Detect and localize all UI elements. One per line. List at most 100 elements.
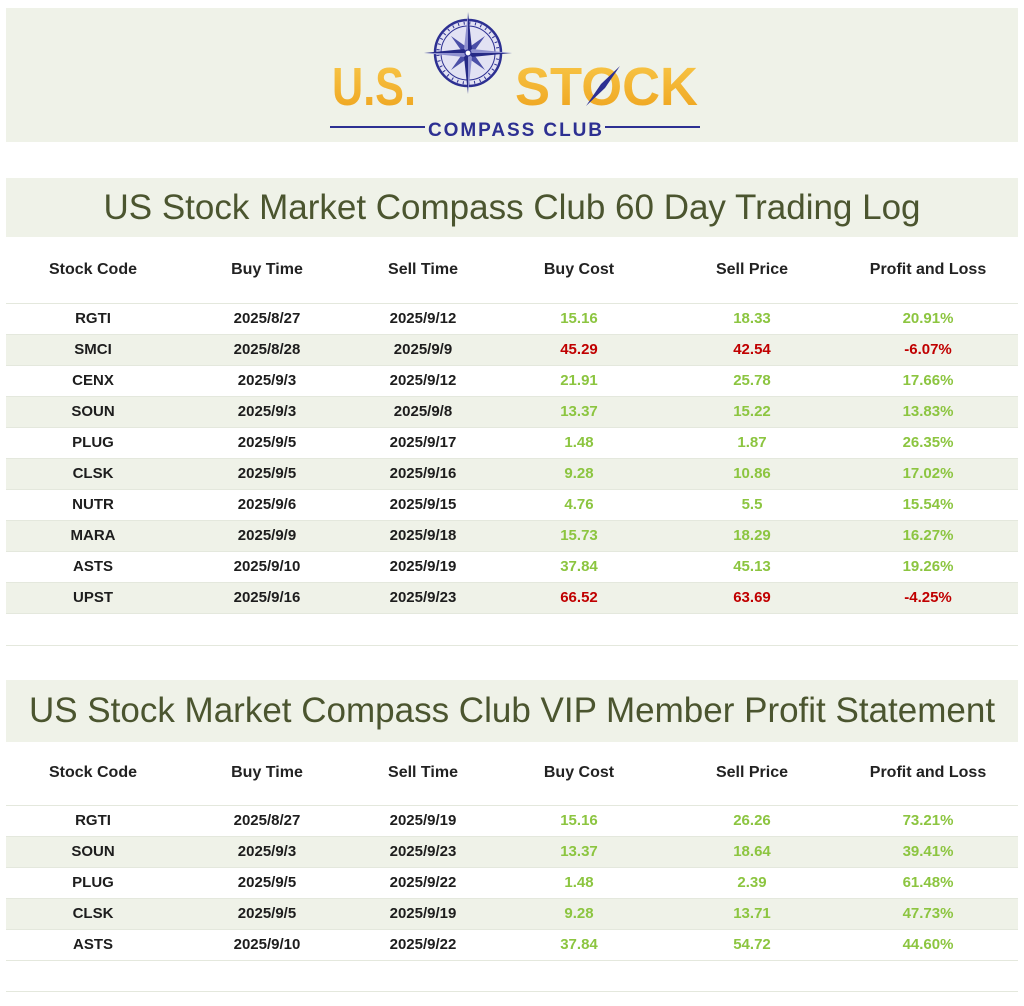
buy-time-cell: 2025/9/10 — [233, 936, 301, 953]
column-header-stock-code: Stock Code — [48, 764, 137, 781]
stock-code-cell: MARA — [70, 527, 116, 544]
buy-time-cell: 2025/9/3 — [237, 403, 297, 420]
table-row: CLSK 2025/9/5 2025/9/16 9.28 10.86 17.02… — [6, 459, 1018, 490]
buy-cost-cell: 37.84 — [560, 558, 598, 575]
vip-statement-title: US Stock Market Compass Club VIP Member … — [28, 691, 996, 730]
profit-loss-cell: 16.27% — [902, 527, 954, 544]
buy-time-cell: 2025/8/27 — [233, 812, 301, 829]
buy-cost-cell: 4.76 — [564, 496, 594, 513]
buy-time-cell: 2025/9/10 — [233, 558, 301, 575]
buy-time-cell: 2025/9/16 — [233, 589, 301, 606]
stock-code-cell: CENX — [72, 372, 114, 389]
profit-loss-cell: 17.66% — [902, 372, 954, 389]
table-row: CLSK 2025/9/5 2025/9/19 9.28 13.71 47.73… — [6, 899, 1018, 930]
sell-time-cell: 2025/9/19 — [389, 558, 457, 575]
buy-cost-cell: 15.16 — [560, 310, 598, 327]
buy-cost-cell: 13.37 — [560, 403, 598, 420]
table-row: MARA 2025/9/9 2025/9/18 15.73 18.29 16.2… — [6, 521, 1018, 552]
buy-cost-cell: 9.28 — [564, 905, 594, 922]
sell-price-cell: 18.33 — [733, 310, 771, 327]
profit-loss-cell: 17.02% — [902, 465, 954, 482]
buy-time-cell: 2025/9/5 — [237, 465, 297, 482]
logo-text-us: U.S. — [332, 57, 416, 117]
buy-cost-cell: 15.73 — [560, 527, 598, 544]
buy-time-cell: 2025/9/5 — [237, 434, 297, 451]
sell-price-cell: 54.72 — [733, 936, 771, 953]
stock-code-cell: ASTS — [72, 558, 113, 575]
column-header-sell-price: Sell Price — [715, 261, 789, 278]
profit-loss-cell: 20.91% — [902, 310, 954, 327]
sell-price-cell: 18.29 — [733, 527, 771, 544]
sell-price-cell: 18.64 — [733, 843, 771, 860]
buy-time-cell: 2025/8/28 — [233, 341, 301, 358]
sell-price-cell: 15.22 — [733, 403, 771, 420]
buy-cost-cell: 15.16 — [560, 812, 598, 829]
column-header-sell-time: Sell Time — [388, 261, 458, 278]
table-row: ASTS 2025/9/10 2025/9/19 37.84 45.13 19.… — [6, 552, 1018, 583]
buy-cost-cell: 1.48 — [564, 434, 594, 451]
sell-price-cell: 13.71 — [733, 905, 771, 922]
column-header-buy-cost: Buy Cost — [543, 261, 615, 278]
buy-time-cell: 2025/9/6 — [237, 496, 297, 513]
profit-loss-cell: 39.41% — [902, 843, 954, 860]
sell-price-cell: 10.86 — [733, 465, 771, 482]
sell-time-cell: 2025/9/22 — [389, 936, 457, 953]
stock-code-cell: UPST — [72, 589, 113, 606]
buy-cost-cell: 13.37 — [560, 843, 598, 860]
column-header-sell-time: Sell Time — [388, 764, 458, 781]
buy-cost-cell: 45.29 — [560, 341, 598, 358]
bottom-divider — [6, 991, 1018, 992]
compass-needle-icon — [586, 66, 620, 106]
sell-time-cell: 2025/9/23 — [389, 843, 457, 860]
buy-cost-cell: 9.28 — [564, 465, 594, 482]
sell-time-cell: 2025/9/18 — [389, 527, 457, 544]
compass-icon — [424, 12, 512, 94]
sell-time-cell: 2025/9/15 — [389, 496, 457, 513]
table-row: CENX 2025/9/3 2025/9/12 21.91 25.78 17.6… — [6, 366, 1018, 397]
column-header-buy-cost: Buy Cost — [543, 764, 615, 781]
profit-loss-cell: 47.73% — [902, 905, 954, 922]
column-header-buy-time: Buy Time — [231, 261, 303, 278]
section-divider — [6, 645, 1018, 646]
buy-cost-cell: 1.48 — [564, 874, 594, 891]
sell-price-cell: 2.39 — [737, 874, 767, 891]
table-row: NUTR 2025/9/6 2025/9/15 4.76 5.5 15.54% — [6, 490, 1018, 521]
sell-time-cell: 2025/9/19 — [389, 905, 457, 922]
sell-price-cell: 63.69 — [733, 589, 771, 606]
sell-time-cell: 2025/9/19 — [389, 812, 457, 829]
sell-price-cell: 45.13 — [733, 558, 771, 575]
table-row: PLUG 2025/9/5 2025/9/22 1.48 2.39 61.48% — [6, 868, 1018, 899]
table-row: SOUN 2025/9/3 2025/9/23 13.37 18.64 39.4… — [6, 837, 1018, 868]
sell-time-cell: 2025/9/9 — [393, 341, 453, 358]
stock-code-cell: SMCI — [74, 341, 112, 358]
column-header-sell-price: Sell Price — [715, 764, 789, 781]
table-row: SMCI 2025/8/28 2025/9/9 45.29 42.54 -6.0… — [6, 335, 1018, 366]
profit-loss-cell: -6.07% — [904, 341, 952, 358]
sell-time-cell: 2025/9/12 — [389, 310, 457, 327]
sell-time-cell: 2025/9/8 — [393, 403, 453, 420]
table-row: RGTI 2025/8/27 2025/9/12 15.16 18.33 20.… — [6, 304, 1018, 335]
buy-time-cell: 2025/9/5 — [237, 874, 297, 891]
stock-code-cell: PLUG — [72, 874, 114, 891]
header-row: Stock Code Buy Time Sell Time Buy Cost S… — [6, 240, 1018, 304]
sell-time-cell: 2025/9/12 — [389, 372, 457, 389]
profit-loss-cell: 44.60% — [902, 936, 954, 953]
club-logo: U.S. STOCK COMPASS CLUB — [330, 12, 700, 141]
sell-price-cell: 42.54 — [733, 341, 771, 358]
trading-log-table: Stock Code Buy Time Sell Time Buy Cost S… — [6, 240, 1018, 614]
sell-price-cell: 25.78 — [733, 372, 771, 389]
stock-code-cell: SOUN — [71, 843, 115, 860]
vip-statement-title-band: US Stock Market Compass Club VIP Member … — [6, 680, 1018, 742]
column-header-stock-code: Stock Code — [48, 261, 137, 278]
buy-time-cell: 2025/9/9 — [237, 527, 297, 544]
column-header-profit-loss: Profit and Loss — [869, 261, 987, 278]
trading-log-title: US Stock Market Compass Club 60 Day Trad… — [103, 187, 921, 227]
buy-time-cell: 2025/9/5 — [237, 905, 297, 922]
column-header-buy-time: Buy Time — [231, 764, 303, 781]
profit-loss-cell: 73.21% — [902, 812, 954, 829]
stock-code-cell: NUTR — [72, 496, 114, 513]
sell-time-cell: 2025/9/16 — [389, 465, 457, 482]
stock-code-cell: CLSK — [72, 905, 114, 922]
stock-code-cell: RGTI — [75, 812, 111, 829]
profit-loss-cell: 13.83% — [902, 403, 954, 420]
